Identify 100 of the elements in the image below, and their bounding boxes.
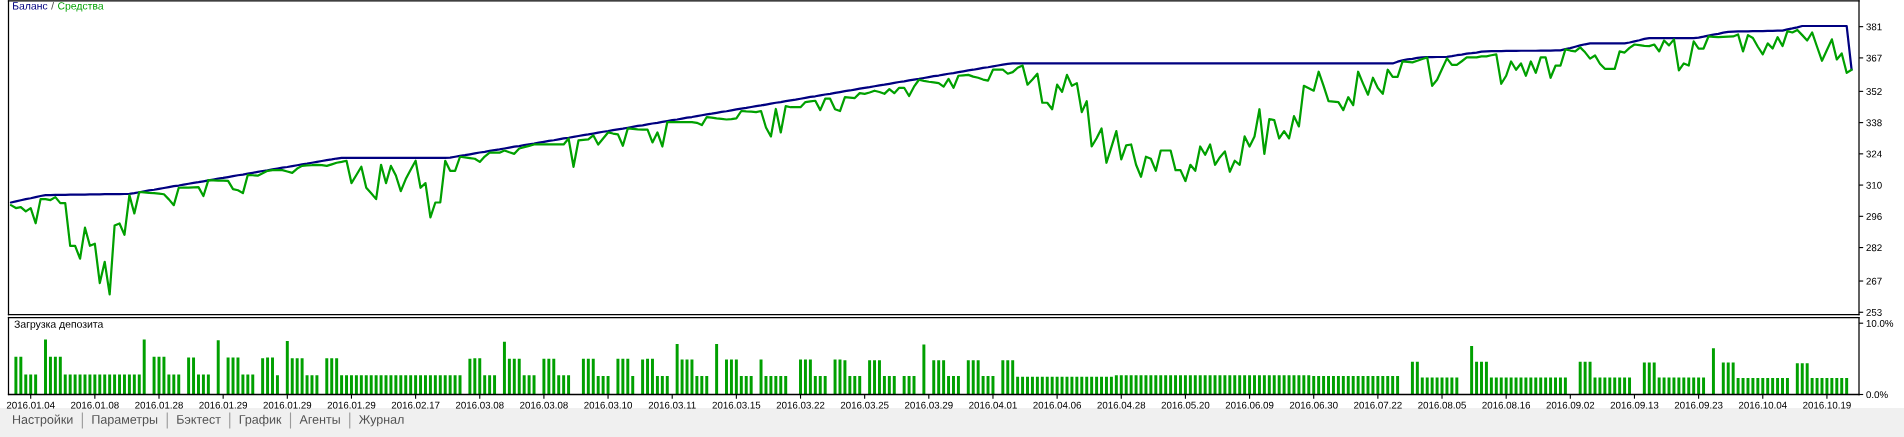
bar <box>48 356 52 395</box>
bar <box>532 375 536 395</box>
x-tick-label: 2016.03.11 <box>648 401 696 409</box>
bar <box>601 375 605 395</box>
bar <box>1475 361 1479 395</box>
bar <box>991 375 995 395</box>
bar <box>142 339 146 395</box>
bar <box>1070 376 1074 395</box>
bar <box>1583 361 1587 395</box>
bar <box>29 374 33 395</box>
bar <box>843 360 847 395</box>
bar <box>1351 375 1355 395</box>
bar <box>1287 375 1291 395</box>
bar <box>443 375 447 395</box>
bar <box>127 374 131 395</box>
bar <box>1114 375 1118 395</box>
bar <box>744 375 748 395</box>
bar <box>305 375 309 395</box>
y-tick-label: 267 <box>1866 277 1882 285</box>
bar <box>1519 377 1523 395</box>
bar <box>725 359 728 395</box>
bar <box>1766 378 1770 395</box>
y-tick-label: 310 <box>1866 181 1882 189</box>
bar <box>1420 377 1424 395</box>
bar <box>552 358 556 395</box>
bar <box>542 358 546 395</box>
bar <box>1751 378 1755 395</box>
bar <box>956 375 960 395</box>
bar <box>1307 375 1311 395</box>
bar <box>1183 375 1187 395</box>
bar <box>947 375 951 395</box>
bar <box>1050 376 1054 395</box>
bar <box>1109 376 1113 395</box>
bar <box>937 360 941 395</box>
bar <box>1327 375 1330 395</box>
bar <box>1800 363 1804 395</box>
bar <box>1396 375 1400 395</box>
bar <box>1430 377 1434 395</box>
bar <box>527 375 531 395</box>
bar <box>1603 377 1607 395</box>
bar <box>1425 377 1429 395</box>
bar <box>167 374 171 395</box>
x-tick-label: 2016.03.29 <box>904 401 953 409</box>
bar <box>187 357 191 395</box>
bar <box>231 357 235 395</box>
x-tick-label: 2016.02.17 <box>391 401 440 409</box>
bar <box>1267 375 1271 395</box>
bar <box>981 375 985 395</box>
bar <box>458 375 462 395</box>
bar <box>345 375 349 395</box>
text: Журнал <box>358 415 404 427</box>
bar <box>295 358 299 395</box>
bar <box>1810 378 1814 395</box>
bar <box>428 375 432 395</box>
bar <box>873 360 877 395</box>
y-tick-label: 10.0% <box>1866 319 1894 327</box>
text: Бэктест <box>177 415 221 424</box>
bar <box>922 344 926 395</box>
bar <box>1223 375 1227 395</box>
bar <box>359 375 363 395</box>
bar <box>1228 375 1232 395</box>
bar <box>1045 376 1049 395</box>
bar <box>1006 360 1010 395</box>
bar <box>1544 377 1548 395</box>
bar <box>1356 375 1360 395</box>
bar <box>1001 360 1005 395</box>
bar <box>1756 378 1760 395</box>
bar <box>1598 377 1602 395</box>
bar <box>1470 346 1474 395</box>
bar <box>1534 377 1538 395</box>
bar <box>1445 377 1449 395</box>
bar <box>1554 377 1557 395</box>
bar <box>1726 362 1730 395</box>
bar <box>1060 376 1064 395</box>
bar <box>1825 378 1829 395</box>
bar <box>739 375 743 395</box>
bar <box>488 375 492 395</box>
text: Настройки <box>13 414 73 427</box>
bar <box>1721 362 1725 395</box>
bar <box>1608 377 1612 395</box>
bar <box>907 375 911 395</box>
bar <box>216 340 220 395</box>
x-tick-label: 2016.01.08 <box>71 401 119 409</box>
bar <box>468 358 472 395</box>
bar <box>172 374 176 395</box>
bar <box>315 375 319 395</box>
bar <box>932 360 936 395</box>
bar <box>1484 361 1488 395</box>
bar <box>1085 376 1089 395</box>
bar <box>78 374 82 395</box>
bar <box>1312 375 1316 395</box>
bar <box>1840 378 1844 395</box>
bar <box>1662 377 1666 395</box>
bar <box>646 358 650 395</box>
bar <box>1697 377 1701 395</box>
x-tick-label: 2016.03.08 <box>520 401 568 409</box>
bar <box>877 360 881 395</box>
bar <box>1435 377 1439 395</box>
x-tick-label: 2016.01.29 <box>199 401 248 409</box>
bar <box>606 375 610 395</box>
